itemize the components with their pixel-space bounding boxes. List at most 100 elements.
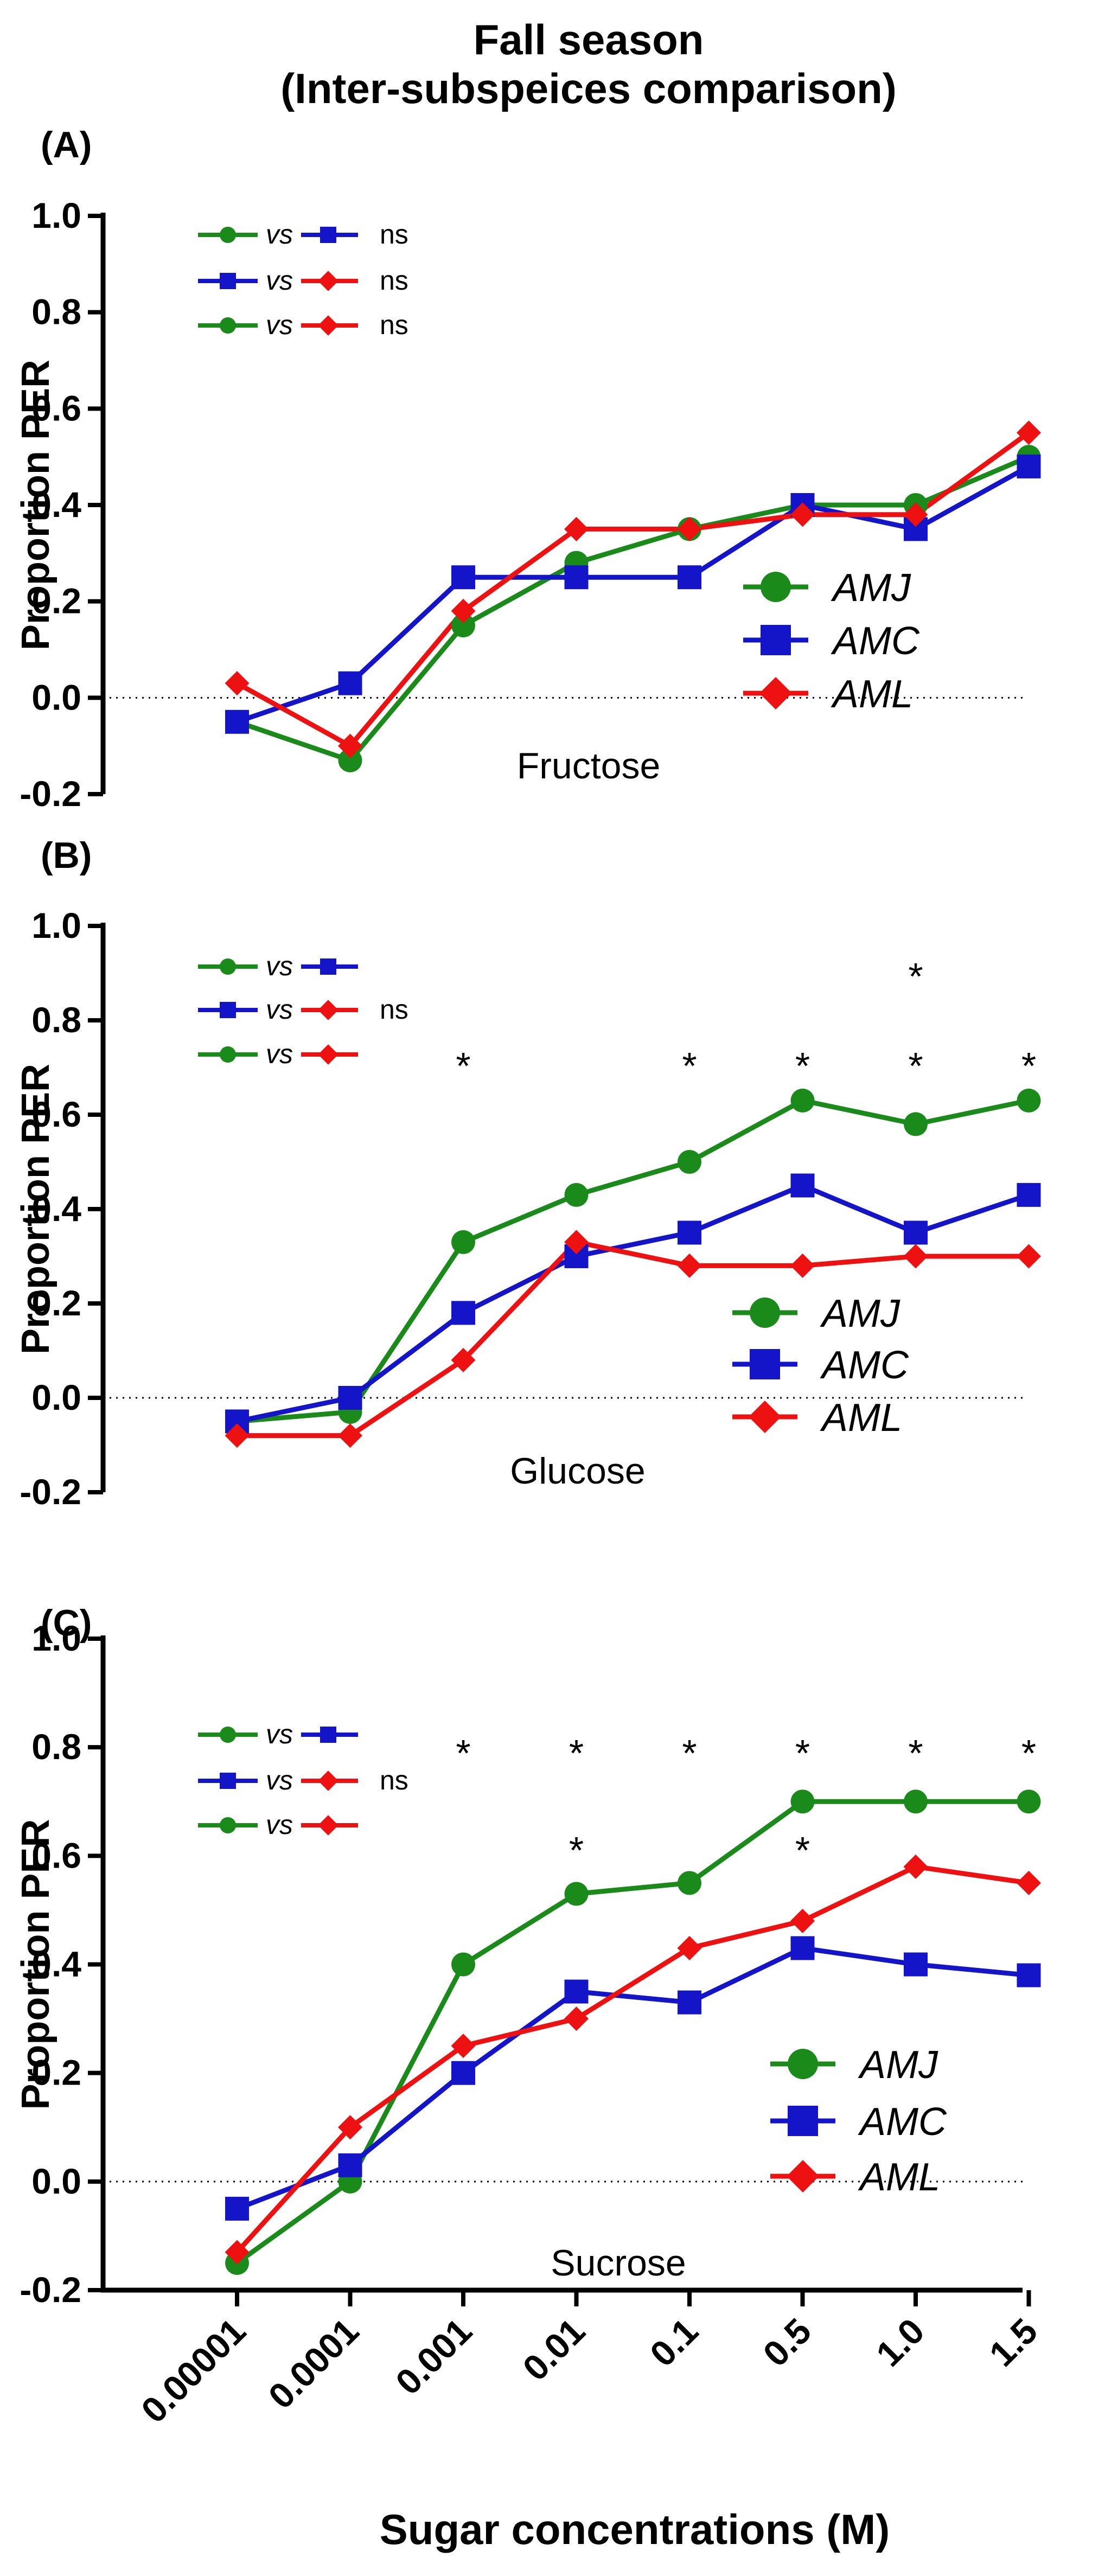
- compare-marker-b: [318, 1815, 338, 1836]
- compare-marker-b: [318, 1770, 338, 1791]
- data-point-amc: [790, 1936, 815, 1960]
- data-point-aml: [903, 502, 928, 527]
- x-tick-label: 0.001: [388, 2311, 480, 2402]
- series-line-amj: [236, 455, 1030, 763]
- significance-star: *: [682, 1732, 697, 1774]
- data-point-aml: [451, 598, 476, 623]
- data-point-amj: [451, 1230, 475, 1254]
- y-tick-label: 1.0: [31, 905, 81, 945]
- compare-marker-b: [320, 227, 336, 243]
- compare-marker-a: [220, 1046, 236, 1063]
- compare-vs-label: vs: [266, 219, 293, 250]
- significance-star: *: [908, 955, 923, 998]
- legend-label-aml: AML: [820, 1396, 902, 1440]
- compare-marker-b: [320, 958, 336, 975]
- data-point-amj: [790, 1088, 815, 1113]
- legend-marker-amj: [761, 572, 791, 602]
- data-point-aml: [338, 733, 362, 758]
- data-point-aml: [225, 671, 250, 696]
- data-point-aml: [564, 1230, 589, 1255]
- data-point-aml: [451, 2034, 476, 2059]
- compare-marker-a: [220, 1773, 236, 1789]
- data-point-amj: [678, 1871, 701, 1895]
- significance-star: *: [908, 1045, 923, 1087]
- y-tick-label: 0.2: [31, 2053, 81, 2093]
- y-axis-title: Proportion PER: [14, 360, 58, 650]
- significance-star: *: [1021, 1045, 1036, 1087]
- compare-result: ns: [380, 310, 408, 340]
- compare-marker-a: [220, 273, 236, 289]
- y-tick-label: 0.0: [31, 1377, 81, 1417]
- compare-vs-label: vs: [266, 951, 293, 981]
- legend-label-aml: AML: [831, 673, 913, 716]
- data-point-aml: [338, 2115, 362, 2140]
- series-line-aml: [237, 1239, 1029, 1439]
- sugar-label-c: Sucrose: [551, 2242, 686, 2284]
- data-point-aml: [677, 1253, 702, 1278]
- data-point-aml: [1017, 420, 1041, 445]
- data-point-amj: [564, 1882, 589, 1906]
- x-tick-label: 1.5: [981, 2311, 1045, 2374]
- significance-star: *: [682, 1045, 697, 1087]
- compare-marker-a: [220, 958, 236, 975]
- compare-result: ns: [380, 1765, 408, 1795]
- legend-marker-amc: [750, 1349, 780, 1379]
- y-tick-label: 0.8: [31, 1000, 81, 1040]
- significance-star: *: [569, 1829, 584, 1871]
- data-point-aml: [1017, 1244, 1041, 1269]
- compare-vs-label: vs: [266, 1810, 293, 1840]
- series-line-amc: [236, 1945, 1029, 2211]
- data-point-amj: [564, 1182, 589, 1207]
- compare-marker-a: [220, 227, 236, 243]
- data-point-amj: [790, 1789, 815, 1814]
- data-point-amc: [564, 1979, 589, 2004]
- sugar-label-a: Fructose: [517, 745, 661, 787]
- y-axis-title: Proportion PER: [14, 1819, 58, 2110]
- legend-marker-aml: [787, 2160, 819, 2193]
- data-point-amc: [678, 1990, 701, 2015]
- title-line-2: (Inter-subspeices comparison): [280, 65, 897, 112]
- legend-label-aml: AML: [858, 2156, 940, 2199]
- data-point-amc: [678, 565, 701, 590]
- compare-marker-a: [220, 1002, 236, 1018]
- data-point-amj: [1017, 1088, 1041, 1113]
- x-tick-label: 0.01: [515, 2311, 592, 2388]
- series-line-amc: [237, 1183, 1030, 1424]
- data-point-amc: [338, 671, 362, 695]
- data-point-amc: [790, 1173, 815, 1198]
- compare-marker-b: [318, 271, 338, 291]
- y-tick-label: 0.6: [31, 1094, 81, 1134]
- y-tick-label: 0.8: [31, 292, 81, 332]
- significance-star: *: [795, 1829, 810, 1871]
- data-point-amc: [678, 1220, 701, 1245]
- legend-marker-amc: [788, 2106, 818, 2136]
- data-point-amc: [338, 2153, 362, 2177]
- compare-vs-label: vs: [266, 310, 293, 340]
- data-point-amc: [564, 565, 589, 590]
- x-axis-title: Sugar concentrations (M): [380, 2505, 890, 2553]
- legend-label-amc: AMC: [858, 2100, 947, 2144]
- compare-marker-a: [220, 1727, 236, 1743]
- panel-a: (A) Fructose -0.2 0.0 0.2 0.4 0.6 0.8 1.0 Propo…: [14, 124, 1041, 814]
- title-line-1: Fall season: [474, 16, 704, 63]
- data-point-aml: [1017, 1870, 1041, 1895]
- data-point-amc: [451, 2061, 475, 2085]
- compare-marker-b: [320, 1727, 336, 1743]
- series-line-aml: [235, 431, 1031, 749]
- data-point-amc: [1017, 454, 1041, 478]
- x-tick-label: 0.5: [755, 2311, 819, 2374]
- compare-marker-b: [318, 1000, 338, 1020]
- legend-marker-amj: [788, 2049, 818, 2079]
- compare-result: ns: [380, 994, 408, 1025]
- significance-star: *: [456, 1732, 470, 1774]
- data-point-aml: [225, 2240, 250, 2265]
- data-point-amc: [1017, 1963, 1041, 1987]
- x-tick-label: 0.1: [642, 2311, 706, 2374]
- series-line-amc: [236, 464, 1030, 725]
- data-point-aml: [225, 1423, 250, 1448]
- compare-marker-b: [318, 1044, 338, 1065]
- y-tick-label: -0.2: [20, 1472, 81, 1512]
- compare-vs-label: vs: [266, 994, 293, 1025]
